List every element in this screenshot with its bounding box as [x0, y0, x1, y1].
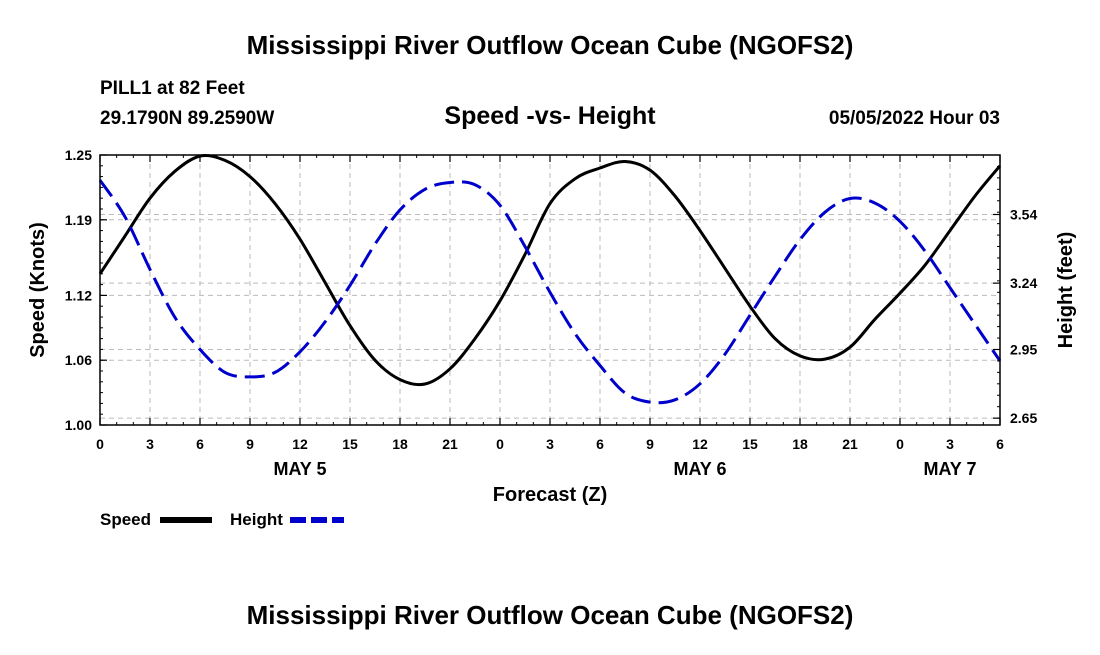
y-left-tick-label: 1.25 [65, 147, 92, 163]
y-left-tick-label: 1.06 [65, 352, 92, 368]
y-right-tick-label: 3.54 [1010, 206, 1037, 222]
legend: Speed Height [100, 510, 344, 529]
legend-height-label: Height [230, 510, 283, 529]
series-line-speed [98, 154, 1002, 387]
x-tick-label: 9 [246, 436, 254, 452]
forecast-datetime: 05/05/2022 Hour 03 [829, 108, 1000, 129]
date-label: MAY 5 [273, 459, 326, 479]
legend-speed-label: Speed [100, 510, 151, 529]
y-left-tick-label: 1.12 [65, 287, 92, 303]
x-tick-label: 6 [996, 436, 1004, 452]
axes: 0 3 6 9 12 15 18 21 0 3 6 9 12 15 18 21 0 3 6 1.00 1.06 1.12 1… [65, 147, 1038, 479]
x-tick-label: 12 [292, 436, 308, 452]
station-coords: 29.1790N 89.2590W [100, 108, 274, 129]
footer-title: Mississippi River Outflow Ocean Cube (NG… [247, 600, 854, 630]
x-tick-label: 18 [792, 436, 808, 452]
y-right-tick-label: 2.95 [1010, 341, 1037, 357]
y-right-tick-label: 3.24 [1010, 275, 1037, 291]
series-line-height [98, 179, 1002, 405]
x-tick-label: 9 [646, 436, 654, 452]
x-tick-label: 0 [96, 436, 104, 452]
y-left-tick-label: 1.19 [65, 212, 92, 228]
x-tick-label: 6 [596, 436, 604, 452]
date-label: MAY 6 [673, 459, 726, 479]
series-group [98, 154, 1002, 405]
x-tick-label: 12 [692, 436, 708, 452]
x-tick-label: 15 [342, 436, 358, 452]
station-name: PILL1 at 82 Feet [100, 78, 245, 99]
page-title: Mississippi River Outflow Ocean Cube (NG… [247, 30, 854, 60]
x-tick-label: 3 [946, 436, 954, 452]
x-axis-label: Forecast (Z) [493, 484, 607, 506]
x-tick-label: 0 [496, 436, 504, 452]
x-tick-label: 15 [742, 436, 758, 452]
y-right-tick-label: 2.65 [1010, 410, 1037, 426]
x-tick-label: 3 [546, 436, 554, 452]
x-tick-label: 3 [146, 436, 154, 452]
y-axis-right-label: Height (feet) [1055, 232, 1077, 349]
date-label: MAY 7 [923, 459, 976, 479]
chart-title: Speed -vs- Height [444, 102, 656, 130]
y-left-tick-label: 1.00 [65, 417, 92, 433]
x-tick-label: 18 [392, 436, 408, 452]
x-tick-label: 6 [196, 436, 204, 452]
x-tick-label: 21 [442, 436, 458, 452]
x-tick-label: 0 [896, 436, 904, 452]
x-tick-label: 21 [842, 436, 858, 452]
y-axis-left-label: Speed (Knots) [27, 222, 49, 358]
